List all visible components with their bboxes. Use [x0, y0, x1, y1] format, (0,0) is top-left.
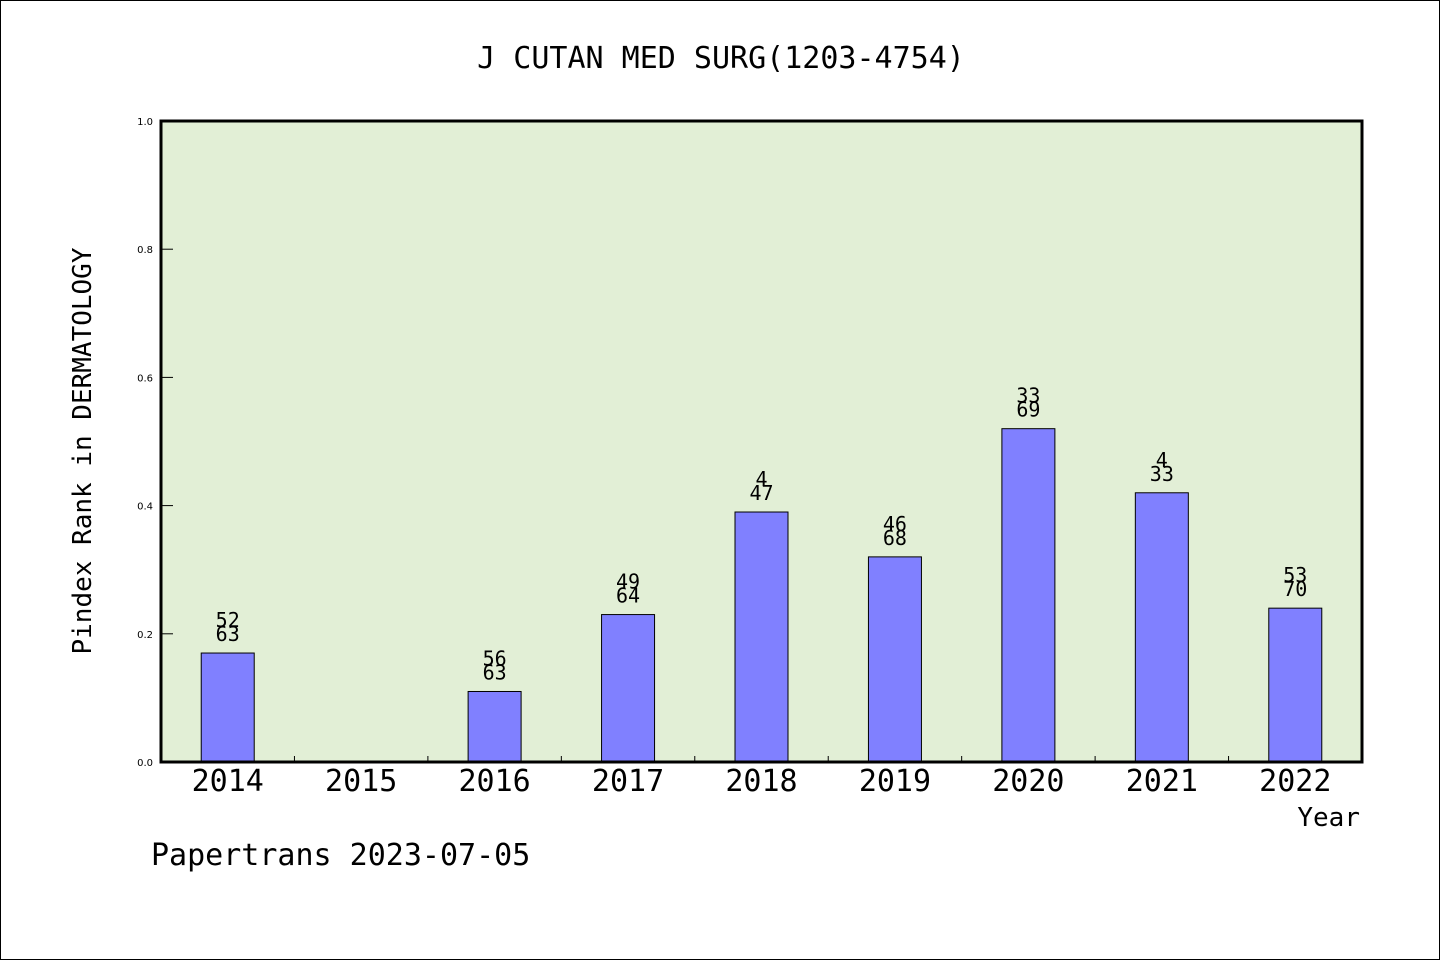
- x-tick-label: 2019: [859, 764, 931, 799]
- plot-border: [159, 119, 1364, 764]
- data-label-top: 33: [1016, 384, 1040, 408]
- bar: [734, 511, 789, 763]
- data-label-top: 4: [1156, 448, 1168, 472]
- chart-title: J CUTAN MED SURG(1203-4754): [477, 41, 965, 76]
- data-label-top: 49: [616, 570, 640, 594]
- data-label-bottom: 47: [749, 481, 773, 505]
- y-tick-label: 0.0: [137, 758, 153, 769]
- data-label-top: 46: [883, 512, 907, 536]
- x-tick-label: 2015: [325, 764, 397, 799]
- x-tick-label: 2018: [725, 764, 797, 799]
- bar: [1134, 492, 1189, 763]
- y-tick-label: 0.4: [137, 502, 153, 513]
- x-tick-label: 2021: [1126, 764, 1198, 799]
- y-tick-label: 0.8: [137, 245, 153, 256]
- x-ticks-group: 2014 2015 2016 2017 2018 2019 2020 2021 2022: [192, 756, 1331, 799]
- bar: [467, 690, 522, 763]
- data-label-bottom: 69: [1016, 398, 1040, 422]
- bar: [867, 556, 922, 763]
- x-axis-label: Year: [1297, 803, 1360, 833]
- x-tick-label: 2017: [592, 764, 664, 799]
- footer-text: Papertrans 2023-07-05: [151, 838, 530, 873]
- y-tick-label: 1.0: [137, 117, 153, 128]
- x-tick-label: 2016: [458, 764, 530, 799]
- data-label-top: 56: [483, 646, 507, 670]
- bar: [1268, 607, 1323, 763]
- data-label-top: 52: [216, 608, 240, 632]
- data-label-bottom: 63: [483, 660, 507, 684]
- y-tick-label: 0.6: [137, 373, 153, 384]
- data-label-top: 53: [1283, 563, 1307, 587]
- x-tick-label: 2014: [192, 764, 264, 799]
- x-tick-label: 2022: [1259, 764, 1331, 799]
- data-label-bottom: 70: [1283, 577, 1307, 601]
- data-label-top: 4: [755, 467, 767, 491]
- x-tick-label: 2020: [992, 764, 1064, 799]
- bars-group: [200, 428, 1323, 763]
- y-axis-label: Pindex Rank in DERMATOLOGY: [68, 247, 98, 654]
- data-label-bottom: 68: [883, 526, 907, 550]
- data-label-bottom: 64: [616, 584, 640, 608]
- bar: [601, 614, 656, 763]
- bar: [200, 652, 255, 763]
- bar: [1001, 428, 1056, 763]
- data-label-bottom: 33: [1150, 462, 1174, 486]
- y-tick-label: 0.2: [137, 630, 153, 641]
- data-label-bottom: 63: [216, 622, 240, 646]
